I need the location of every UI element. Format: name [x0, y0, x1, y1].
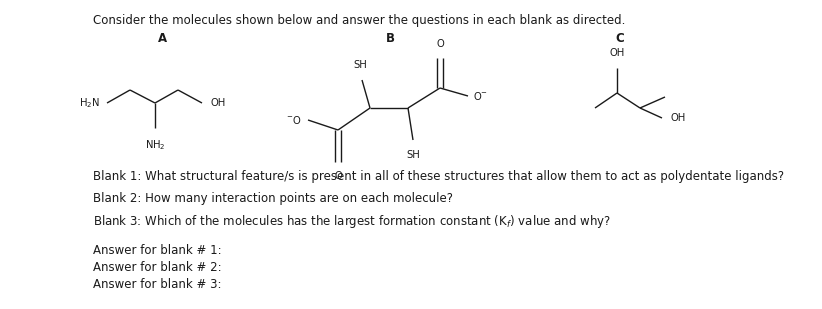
Text: SH: SH: [353, 60, 367, 70]
Text: O: O: [334, 171, 342, 181]
Text: OH: OH: [670, 113, 686, 123]
Text: A: A: [158, 32, 167, 44]
Text: Blank 1: What structural feature/s is present in all of these structures that al: Blank 1: What structural feature/s is pr…: [93, 170, 784, 183]
Text: Answer for blank # 2:: Answer for blank # 2:: [93, 261, 222, 274]
Text: H$_2$N: H$_2$N: [79, 96, 100, 110]
Text: O: O: [436, 39, 444, 49]
Text: Answer for blank # 3:: Answer for blank # 3:: [93, 278, 221, 291]
Text: O$^{-}$: O$^{-}$: [473, 90, 488, 102]
Text: NH$_2$: NH$_2$: [145, 138, 165, 152]
Text: B: B: [386, 32, 395, 44]
Text: Answer for blank # 1:: Answer for blank # 1:: [93, 244, 222, 257]
Text: $^{-}$O: $^{-}$O: [287, 114, 302, 126]
Text: Blank 3: Which of the molecules has the largest formation constant (K$_f$) value: Blank 3: Which of the molecules has the …: [93, 213, 611, 230]
Text: C: C: [616, 32, 625, 44]
Text: SH: SH: [406, 150, 420, 160]
Text: Blank 2: How many interaction points are on each molecule?: Blank 2: How many interaction points are…: [93, 192, 453, 205]
Text: Consider the molecules shown below and answer the questions in each blank as dir: Consider the molecules shown below and a…: [93, 14, 626, 27]
Text: OH: OH: [609, 48, 625, 58]
Text: OH: OH: [210, 98, 225, 108]
